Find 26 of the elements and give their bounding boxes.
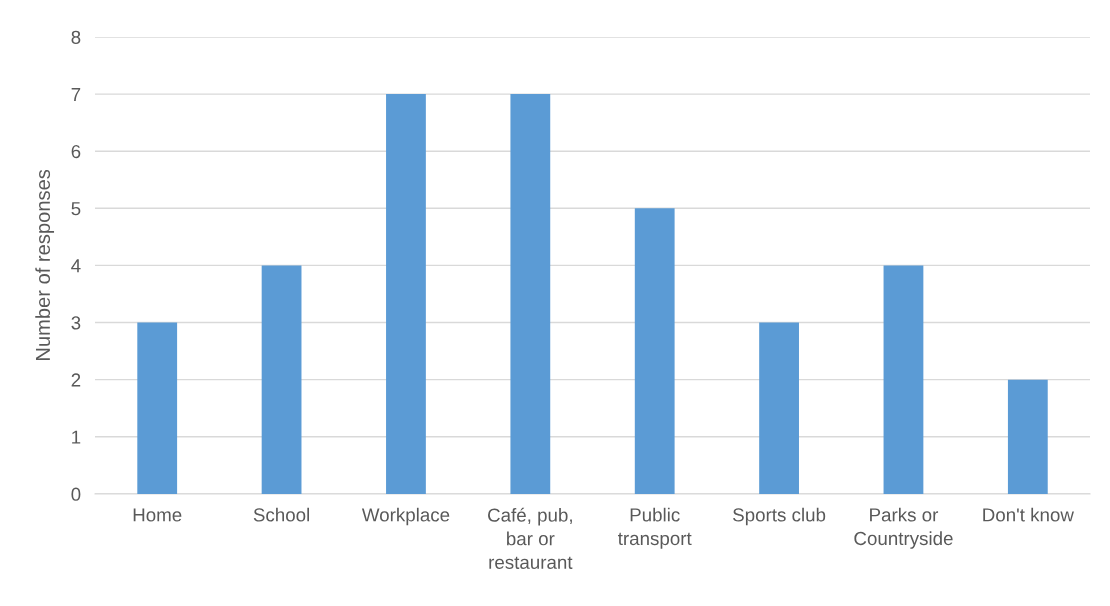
x-tick-label: Café, pub, bar or restaurant <box>488 507 573 569</box>
x-tick-label: Parks or Countryside <box>854 507 953 549</box>
y-tick-label: 1 <box>72 430 81 444</box>
x-tick-label: Don't know <box>983 507 1074 522</box>
x-tick-label: Workplace <box>361 507 450 526</box>
y-tick-label: 8 <box>71 30 81 44</box>
bar <box>759 322 799 494</box>
bar <box>883 265 924 494</box>
y-tick-label: 5 <box>71 202 81 216</box>
bar <box>261 265 302 494</box>
y-tick-label: 6 <box>71 144 81 159</box>
y-tick-label: 0 <box>71 487 81 501</box>
y-tick-label: 2 <box>71 373 81 387</box>
bar <box>634 208 675 494</box>
bar <box>386 94 426 494</box>
x-tick-label: Home <box>133 508 182 522</box>
y-tick-label: 7 <box>71 87 81 101</box>
x-tick-label: Sports club <box>733 507 826 526</box>
bar <box>1007 379 1048 494</box>
y-tick-label: 4 <box>71 259 81 273</box>
y-tick-label: 3 <box>71 316 81 330</box>
x-tick-label: Public transport <box>618 507 692 549</box>
bar <box>137 322 178 494</box>
bar <box>510 94 551 494</box>
y-axis-title: Number of responses <box>35 169 55 361</box>
x-tick-label: School <box>253 507 309 522</box>
